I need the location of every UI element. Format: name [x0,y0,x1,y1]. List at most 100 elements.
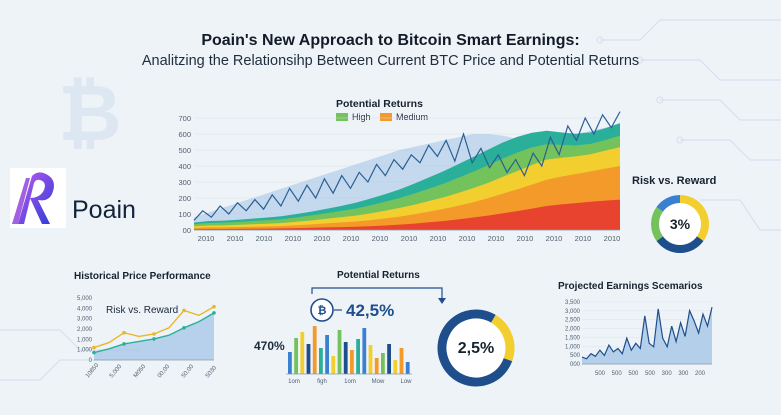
poain-logo [10,168,66,228]
potential-returns-title: Potential Returns [337,270,420,281]
hist-point [122,342,126,346]
donut-slice-yellow [490,314,515,362]
main-y-tick: 00 [183,226,191,235]
donut-center [658,202,702,246]
main-x-tick: 2010 [227,234,244,243]
proj-x-tick: 300 [678,371,689,377]
legend-swatch-high [336,113,348,121]
proj-x-tick: 500 [595,371,606,377]
potential-bar [325,335,329,374]
historical-inset-title: Risk vs. Reward [106,305,178,316]
hist-x-tick: 5,000 [109,363,124,379]
proj-y-tick: 000 [570,362,581,368]
proj-y-tick: 1,500 [565,335,581,341]
hist-y-tick: 1,000 [77,348,93,354]
main-returns-chart: High Medium 700 600 500 400 300 200 100 00 2010… [178,111,621,243]
main-chart-title: Potential Returns [336,98,423,110]
hist-x-tick: 5030 [205,365,219,380]
potential-x-tick: Low [400,379,412,385]
side-percent: 470% [254,339,285,353]
potential-bar [399,348,404,374]
main-x-tick: 2010 [517,234,534,243]
potential-x-tick: figh [317,379,327,385]
hist-point [92,350,96,355]
potential-bar [368,345,373,374]
potential-bar [331,356,336,374]
bitcoin-coin-icon [310,298,334,322]
projected-chart: 3,500 3,000 2,500 2,000 1,500 1,000 500 000 500… [565,300,713,377]
proj-line [581,307,713,360]
main-x-tick: 2010 [488,234,505,243]
projected-title: Projected Earnings Scemarios [558,281,703,292]
main-x-tick: 2010 [401,234,418,243]
potential-bar [405,362,410,374]
proj-y-tick: 500 [570,353,581,359]
hist-y-tick: 1,000 [77,337,93,343]
potential-bar [306,344,311,374]
potential-bar [312,326,317,374]
potential-bar [356,339,360,374]
hist-point [212,304,216,309]
proj-x-tick: 300 [662,371,673,377]
main-x-tick: 2010 [430,234,447,243]
main-y-tick: 300 [178,178,191,187]
potential-bar [319,348,323,374]
proj-x-tick: 500 [645,371,656,377]
arrow-down-icon [438,298,446,304]
main-x-tick: 2010 [575,234,592,243]
proj-area [582,307,712,364]
main-x-tick: 2010 [459,234,476,243]
hist-point [182,308,186,313]
proj-x-tick: 200 [695,371,706,377]
main-y-tick: 100 [178,210,191,219]
bitcoin-watermark-icon: ₿ [58,69,122,159]
main-y-tick: 600 [178,130,191,139]
main-y-tick: 400 [178,162,191,171]
main-x-tick: 2010 [314,234,331,243]
donut-slice-green [651,206,664,242]
hist-x-tick: M050 [133,363,148,379]
hist-x-tick: 10850 [85,362,101,379]
potential-bar [300,332,305,374]
donut-percent: 2,5% [458,340,494,357]
risk-reward-percent: 3% [670,216,691,232]
potential-bar [294,338,298,374]
main-x-tick: 2010 [372,234,389,243]
donut-slice-blue [656,236,704,253]
hist-area [94,312,214,360]
main-x-tick: 2010 [198,234,215,243]
hist-y-tick: 3,000 [77,317,93,323]
main-x-tick: 2010 [343,234,360,243]
poain-logo-icon [12,172,54,224]
proj-y-tick: 2,000 [565,327,581,333]
hist-y-tick: 0 [89,358,93,364]
proj-x-tick: 500 [628,371,639,377]
donut-slice-blue [437,309,513,387]
proj-x-tick: 500 [612,371,623,377]
hist-y-tick: 2,000 [77,327,93,333]
legend-label-medium: Medium [396,112,428,122]
main-y-tick: 500 [178,146,191,155]
bitcoin-symbol-icon: ₿ [318,304,327,317]
potential-x-tick: 1om [288,379,300,385]
risk-reward-donut: 3% [651,195,709,253]
historical-chart: Risk vs. Reward 5,000 4,000 3,000 2,000 1,00… [77,296,219,380]
headline-percent: 42,5% [346,301,394,320]
risk-reward-title: Risk vs. Reward [632,175,717,187]
potential-x-tick: 1om [344,379,356,385]
page-subtitle: Analitzing the Relationsihp Between Curr… [141,53,640,69]
potential-bar [387,344,391,374]
hist-point [212,311,216,315]
hist-y-tick: 4,000 [77,306,93,312]
potential-bar [381,353,385,374]
hist-x-tick: 00,00 [157,363,172,379]
hist-point [122,330,126,335]
potential-bar [343,342,348,374]
proj-y-tick: 3,500 [565,300,581,306]
main-x-tick: 2010 [604,234,621,243]
hist-point [152,337,156,341]
potential-bar [362,328,367,374]
main-x-tick: 2010 [256,234,273,243]
potential-bar [374,358,379,374]
pot-donut-center [446,318,506,378]
